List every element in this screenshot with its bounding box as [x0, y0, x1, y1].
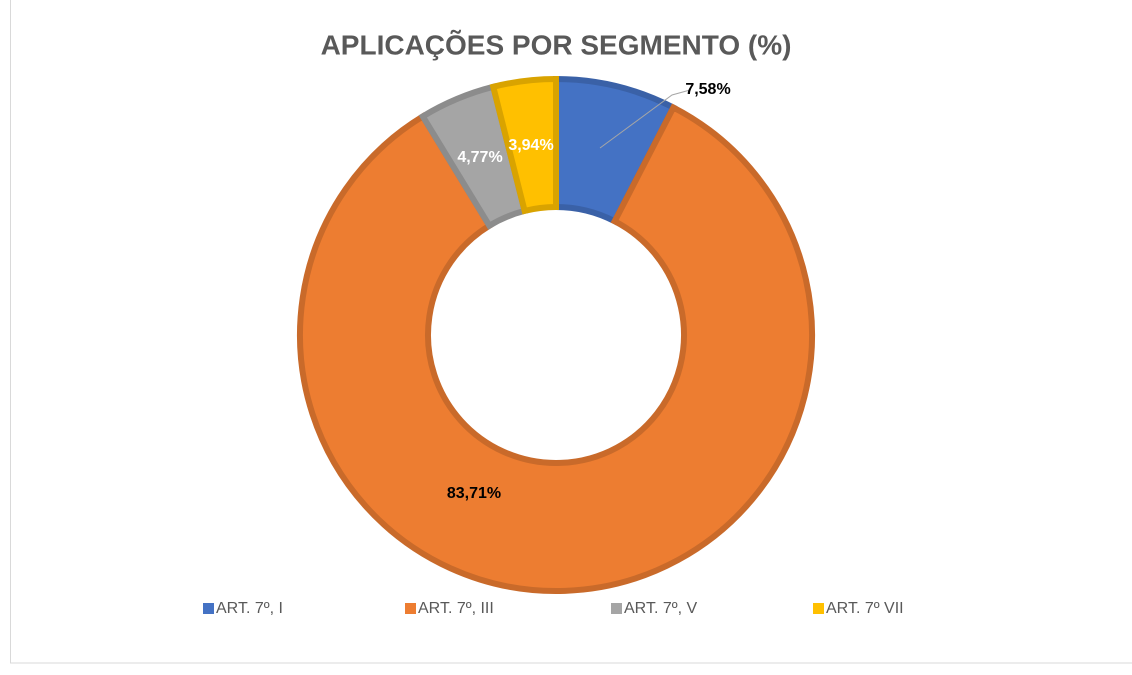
- legend-label: ART. 7º, I: [216, 600, 283, 617]
- chart-frame: [10, 0, 1132, 664]
- donut-segment: [489, 75, 559, 215]
- legend-label: ART. 7º VII: [826, 600, 904, 617]
- data-label: 3,94%: [508, 137, 553, 154]
- donut-segment: [297, 103, 815, 594]
- legend-label: ART. 7º, III: [418, 600, 494, 617]
- legend-swatch: [405, 603, 416, 614]
- legend-swatch: [611, 603, 622, 614]
- data-label: 83,71%: [447, 485, 501, 502]
- leader-line: [599, 89, 691, 149]
- data-label: 4,77%: [457, 149, 502, 166]
- legend-swatch: [203, 603, 214, 614]
- legend-swatch: [813, 603, 824, 614]
- data-label: 7,58%: [685, 81, 730, 98]
- legend-label: ART. 7º, V: [624, 600, 697, 617]
- chart-title: APLICAÇÕES POR SEGMENTO (%): [321, 29, 792, 60]
